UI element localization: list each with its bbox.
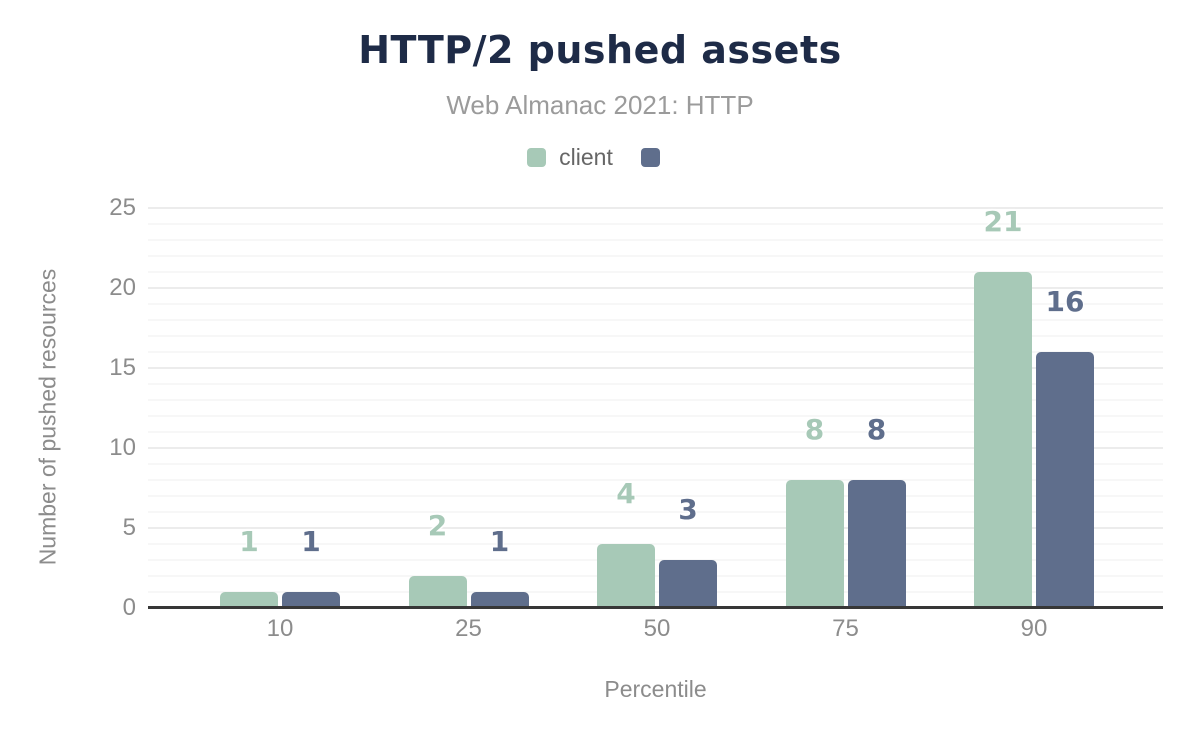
y-tick-label: 0	[122, 594, 136, 621]
legend-label: client	[559, 144, 613, 170]
gridline-minor	[148, 399, 1163, 401]
x-tick-label: 25	[455, 615, 482, 642]
x-tick-label: 50	[643, 615, 671, 642]
gridline-minor	[148, 511, 1163, 513]
plot-area: 1 1 2 1 4 3 8 8 21 16	[148, 205, 1163, 608]
gridline-minor	[148, 463, 1163, 465]
bar-value-label: 16	[1045, 285, 1085, 318]
legend-swatch-icon	[527, 148, 547, 167]
gridline-minor	[148, 223, 1163, 225]
gridline-minor	[148, 319, 1163, 321]
gridline-minor	[148, 543, 1163, 545]
gridline-major	[148, 447, 1163, 449]
gridline-major	[148, 207, 1163, 209]
gridline-minor	[148, 239, 1163, 241]
x-tick-label: 75	[832, 615, 859, 642]
bar-client-p90[interactable]	[974, 272, 1032, 608]
x-axis-line	[148, 606, 1163, 609]
gridline-major	[148, 287, 1163, 289]
bar-client-p75[interactable]	[785, 480, 844, 608]
bar-value-label: 1	[489, 525, 510, 558]
y-tick-label: 10	[109, 434, 136, 461]
chart-title: HTTP/2 pushed assets	[358, 28, 842, 72]
bar-series2-p75[interactable]	[847, 480, 906, 608]
gridline-minor	[148, 431, 1163, 433]
gridline-minor	[148, 303, 1163, 305]
bar-series2-p10[interactable]	[282, 592, 340, 608]
gridline-minor	[148, 383, 1163, 385]
bar-series2-p90[interactable]	[1036, 352, 1094, 608]
legend: client	[0, 144, 1200, 171]
y-tick-label: 25	[109, 194, 136, 221]
chart-subtitle: Web Almanac 2021: HTTP	[446, 90, 754, 120]
bar-client-p10[interactable]	[220, 592, 278, 608]
y-axis-title: Number of pushed resources	[34, 268, 61, 566]
gridline-minor	[148, 575, 1163, 577]
gridline-major	[148, 367, 1163, 369]
y-tick-label: 20	[109, 274, 136, 301]
bar-value-label: 2	[427, 509, 448, 542]
x-tick-label: 10	[266, 615, 294, 642]
gridline-minor	[148, 479, 1163, 481]
bar-series2-p25[interactable]	[470, 592, 529, 608]
gridline-minor	[148, 495, 1163, 497]
legend-item-client[interactable]: client	[527, 144, 613, 171]
gridline-minor	[148, 559, 1163, 561]
y-tick-label: 15	[109, 354, 136, 381]
bar-value-label: 1	[239, 525, 259, 558]
bar-value-label: 21	[983, 205, 1023, 238]
gridline-minor	[148, 351, 1163, 353]
gridline-major	[148, 527, 1163, 529]
bar-series2-p50[interactable]	[659, 560, 717, 608]
y-tick-label: 5	[122, 514, 136, 541]
bar-client-p50[interactable]	[597, 544, 655, 608]
x-tick-label: 90	[1020, 615, 1048, 642]
legend-swatch-icon	[640, 148, 660, 167]
gridline-minor	[148, 271, 1163, 273]
bar-value-label: 1	[301, 525, 321, 558]
bar-value-label: 8	[866, 413, 887, 446]
x-axis-title: Percentile	[604, 676, 707, 702]
bar-value-label: 4	[616, 477, 636, 510]
bar-value-label: 3	[678, 493, 698, 526]
bar-client-p25[interactable]	[408, 576, 467, 608]
bar-value-label: 8	[804, 413, 825, 446]
gridline-minor	[148, 255, 1163, 257]
gridline-minor	[148, 335, 1163, 337]
gridline-minor	[148, 591, 1163, 593]
gridline-minor	[148, 415, 1163, 417]
legend-item-series2[interactable]	[640, 148, 673, 167]
